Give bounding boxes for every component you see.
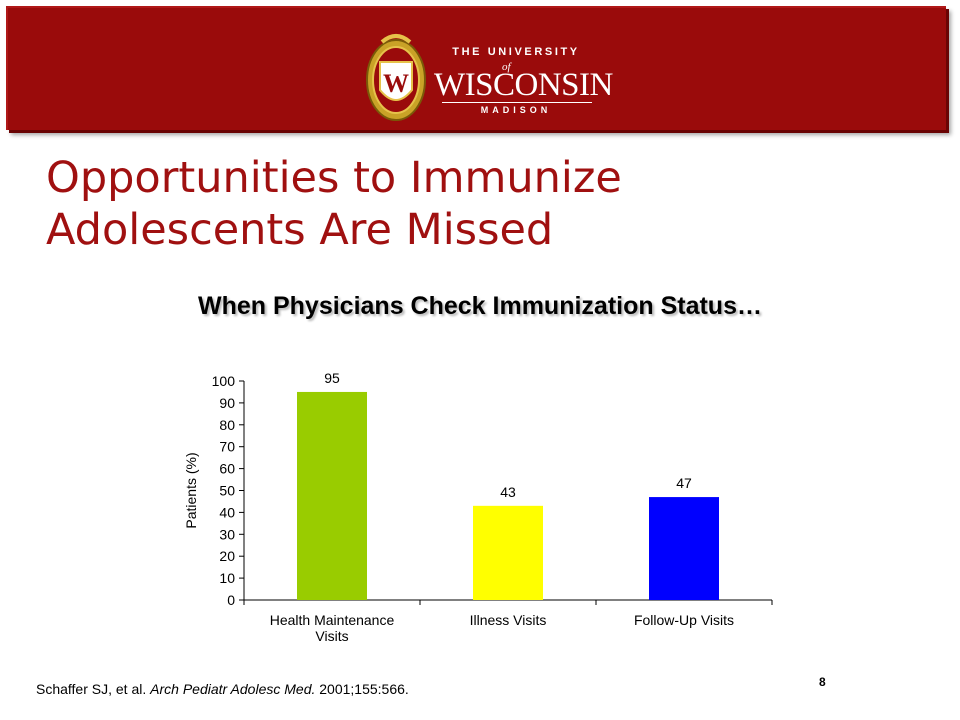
x-tick-label: Visits — [315, 628, 348, 644]
logo-line-wisconsin: WISCONSIN — [434, 67, 613, 103]
y-tick-label: 40 — [219, 504, 235, 520]
y-tick-label: 10 — [219, 570, 235, 586]
y-axis-title: Patients (%) — [183, 452, 199, 528]
y-tick-label: 50 — [219, 483, 235, 499]
bar-1 — [297, 391, 367, 600]
slide-title-line-1: Opportunities to Immunize — [46, 153, 622, 203]
x-tick-label: Health Maintenance — [270, 612, 395, 628]
y-tick-label: 70 — [219, 439, 235, 455]
y-tick-label: 30 — [219, 526, 235, 542]
y-tick-label: 90 — [219, 395, 235, 411]
slide-title-line-2: Adolescents Are Missed — [46, 205, 554, 255]
data-label: 43 — [500, 484, 516, 500]
y-tick-label: 20 — [219, 548, 235, 564]
university-logo: W THE UNIVERSITY of WISCONSIN MADISON — [364, 28, 613, 128]
bar-2 — [473, 505, 543, 600]
logo-of: of — [502, 61, 511, 73]
citation: Schaffer SJ, et al. Arch Pediatr Adolesc… — [36, 681, 409, 697]
citation-authors: Schaffer SJ, et al. — [36, 681, 151, 697]
crest-letter: W — [383, 69, 409, 98]
y-tick-label: 100 — [212, 373, 236, 389]
x-tick-label: Follow-Up Visits — [634, 612, 734, 628]
slide-title: Opportunities to Immunize Adolescents Ar… — [46, 152, 926, 256]
data-label: 47 — [676, 475, 692, 491]
crest-icon: W — [366, 34, 426, 121]
logo-rule — [442, 102, 592, 103]
citation-journal: Arch Pediatr Adolesc Med. — [150, 681, 316, 697]
logo-line-madison: MADISON — [480, 105, 552, 115]
y-tick-label: 0 — [227, 592, 235, 608]
citation-details: 2001;155:566. — [315, 681, 409, 697]
logo-line-university: THE UNIVERSITY — [452, 46, 580, 58]
x-tick-label: Illness Visits — [470, 612, 547, 628]
y-tick-label: 60 — [219, 461, 235, 477]
header-banner: W THE UNIVERSITY of WISCONSIN MADISON — [6, 6, 946, 130]
bar-3 — [649, 497, 719, 600]
data-label: 95 — [324, 370, 340, 386]
chart-subtitle: When Physicians Check Immunization Statu… — [197, 292, 762, 320]
page-number: 8 — [819, 675, 826, 689]
y-tick-label: 80 — [219, 417, 235, 433]
